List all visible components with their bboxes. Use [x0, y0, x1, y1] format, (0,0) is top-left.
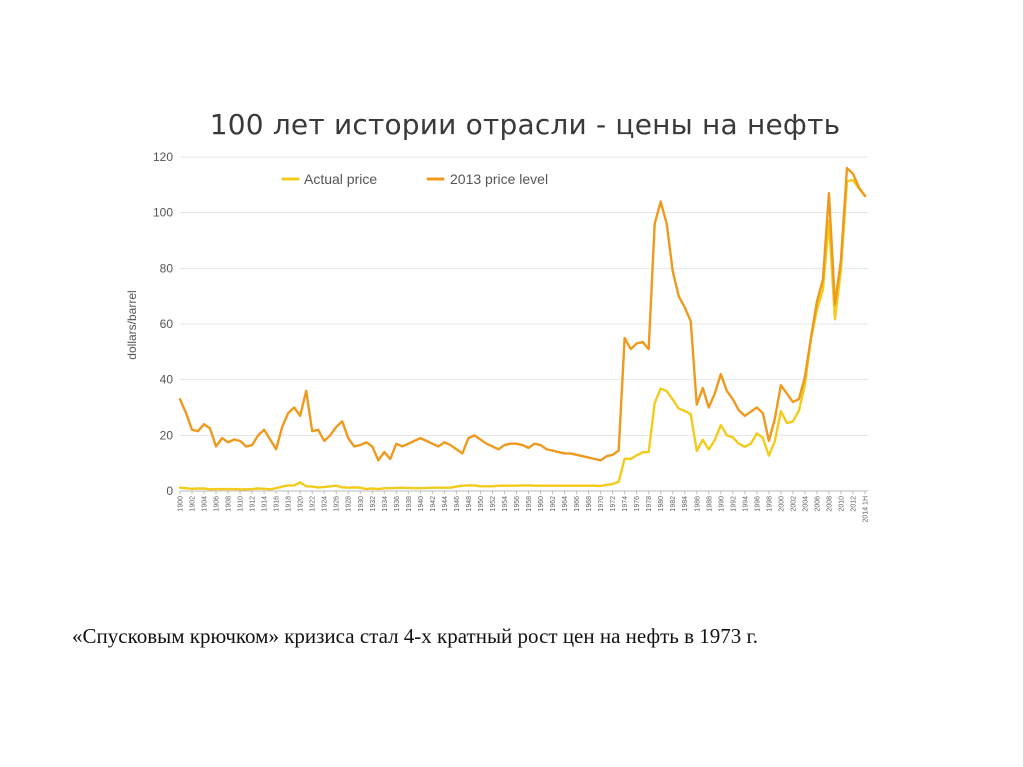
x-tick-label: 1924: [322, 496, 329, 512]
oil-price-chart: 0 20 40 60 80 100 120 1900 1902 1904 1906 1908 1910…: [125, 150, 869, 522]
slide-caption: «Спусковым крючком» кризиса стал 4-х кра…: [72, 624, 759, 648]
x-tick-label: 1928: [346, 496, 353, 512]
x-tick-label: 2002: [790, 496, 797, 512]
x-tick-label: 1952: [490, 496, 497, 512]
y-tick-label: 120: [153, 150, 173, 164]
x-tick-label: 2008: [826, 496, 833, 512]
legend-label-actual-price: Actual price: [304, 171, 377, 187]
x-tick-label: 1934: [382, 496, 389, 512]
x-tick-label: 2004: [802, 496, 809, 512]
x-tick-label: 1926: [334, 496, 341, 512]
x-tick-label: 2010: [838, 496, 845, 512]
series-line-actual-price: [178, 178, 867, 491]
x-axis-ticks: 1900 1902 1904 1906 1908 1910 1912 1914 1916 1918…: [178, 491, 869, 522]
x-tick-label: 1908: [226, 496, 233, 512]
x-tick-label: 2012: [850, 496, 857, 512]
y-tick-label: 0: [166, 484, 173, 498]
x-tick-label: 1904: [202, 496, 209, 512]
x-tick-label: 1956: [514, 496, 521, 512]
x-tick-label: 1946: [454, 496, 461, 512]
x-tick-label: 1988: [706, 496, 713, 512]
x-tick-label: 1968: [586, 496, 593, 512]
x-tick-label: 1914: [262, 496, 269, 512]
y-tick-label: 60: [160, 317, 174, 331]
chart-title: 100 лет истории отрасли - цены на нефть: [209, 108, 841, 141]
legend: Actual price 2013 price level: [281, 171, 548, 187]
y-tick-label: 40: [160, 373, 174, 387]
x-tick-label: 1906: [214, 496, 221, 512]
x-tick-label: 1950: [478, 496, 485, 512]
x-tick-label: 1954: [502, 496, 509, 512]
x-tick-label: 1916: [274, 496, 281, 512]
x-tick-label: 2000: [778, 496, 785, 512]
x-tick-label: 1902: [190, 496, 197, 512]
x-tick-label: 1940: [418, 496, 425, 512]
x-tick-label: 1970: [598, 496, 605, 512]
legend-label-2013-price-level: 2013 price level: [450, 171, 548, 187]
x-tick-label: 2014 1H: [862, 496, 869, 522]
x-tick-label: 1974: [622, 496, 629, 512]
x-tick-label: 1978: [646, 496, 653, 512]
x-tick-label: 1992: [730, 496, 737, 512]
x-tick-label: 1944: [442, 496, 449, 512]
x-tick-label: 1982: [670, 496, 677, 512]
x-tick-label: 1936: [394, 496, 401, 512]
x-tick-label: 1972: [610, 496, 617, 512]
x-tick-label: 1962: [550, 496, 557, 512]
x-tick-label: 2006: [814, 496, 821, 512]
grid-lines: [180, 156, 868, 436]
x-tick-label: 1958: [526, 496, 533, 512]
y-tick-label: 80: [160, 261, 174, 275]
x-tick-label: 1976: [634, 496, 641, 512]
x-tick-label: 1984: [682, 496, 689, 512]
x-tick-label: 1966: [574, 496, 581, 512]
x-tick-label: 1964: [562, 496, 569, 512]
x-tick-label: 1920: [298, 496, 305, 512]
x-tick-label: 1922: [310, 496, 317, 512]
y-axis-ticks: 0 20 40 60 80 100 120: [153, 150, 173, 498]
x-tick-label: 1960: [538, 496, 545, 512]
y-axis-label: dollars/barrel: [125, 290, 139, 359]
x-tick-label: 1918: [286, 496, 293, 512]
x-tick-label: 1910: [238, 496, 245, 512]
series-layer: [178, 166, 867, 491]
x-tick-label: 1990: [718, 496, 725, 512]
y-tick-label: 100: [153, 206, 173, 220]
x-tick-label: 1996: [754, 496, 761, 512]
x-tick-label: 1948: [466, 496, 473, 512]
series-line-2013-price-level: [178, 166, 867, 462]
x-tick-label: 1980: [658, 496, 665, 512]
x-tick-label: 1998: [766, 496, 773, 512]
x-tick-label: 1938: [406, 496, 413, 512]
x-tick-label: 1986: [694, 496, 701, 512]
x-tick-label: 1994: [742, 496, 749, 512]
x-tick-label: 1942: [430, 496, 437, 512]
x-tick-label: 1900: [178, 496, 185, 512]
y-tick-label: 20: [160, 428, 174, 442]
x-tick-label: 1932: [370, 496, 377, 512]
x-tick-label: 1912: [250, 496, 257, 512]
x-tick-label: 1930: [358, 496, 365, 512]
